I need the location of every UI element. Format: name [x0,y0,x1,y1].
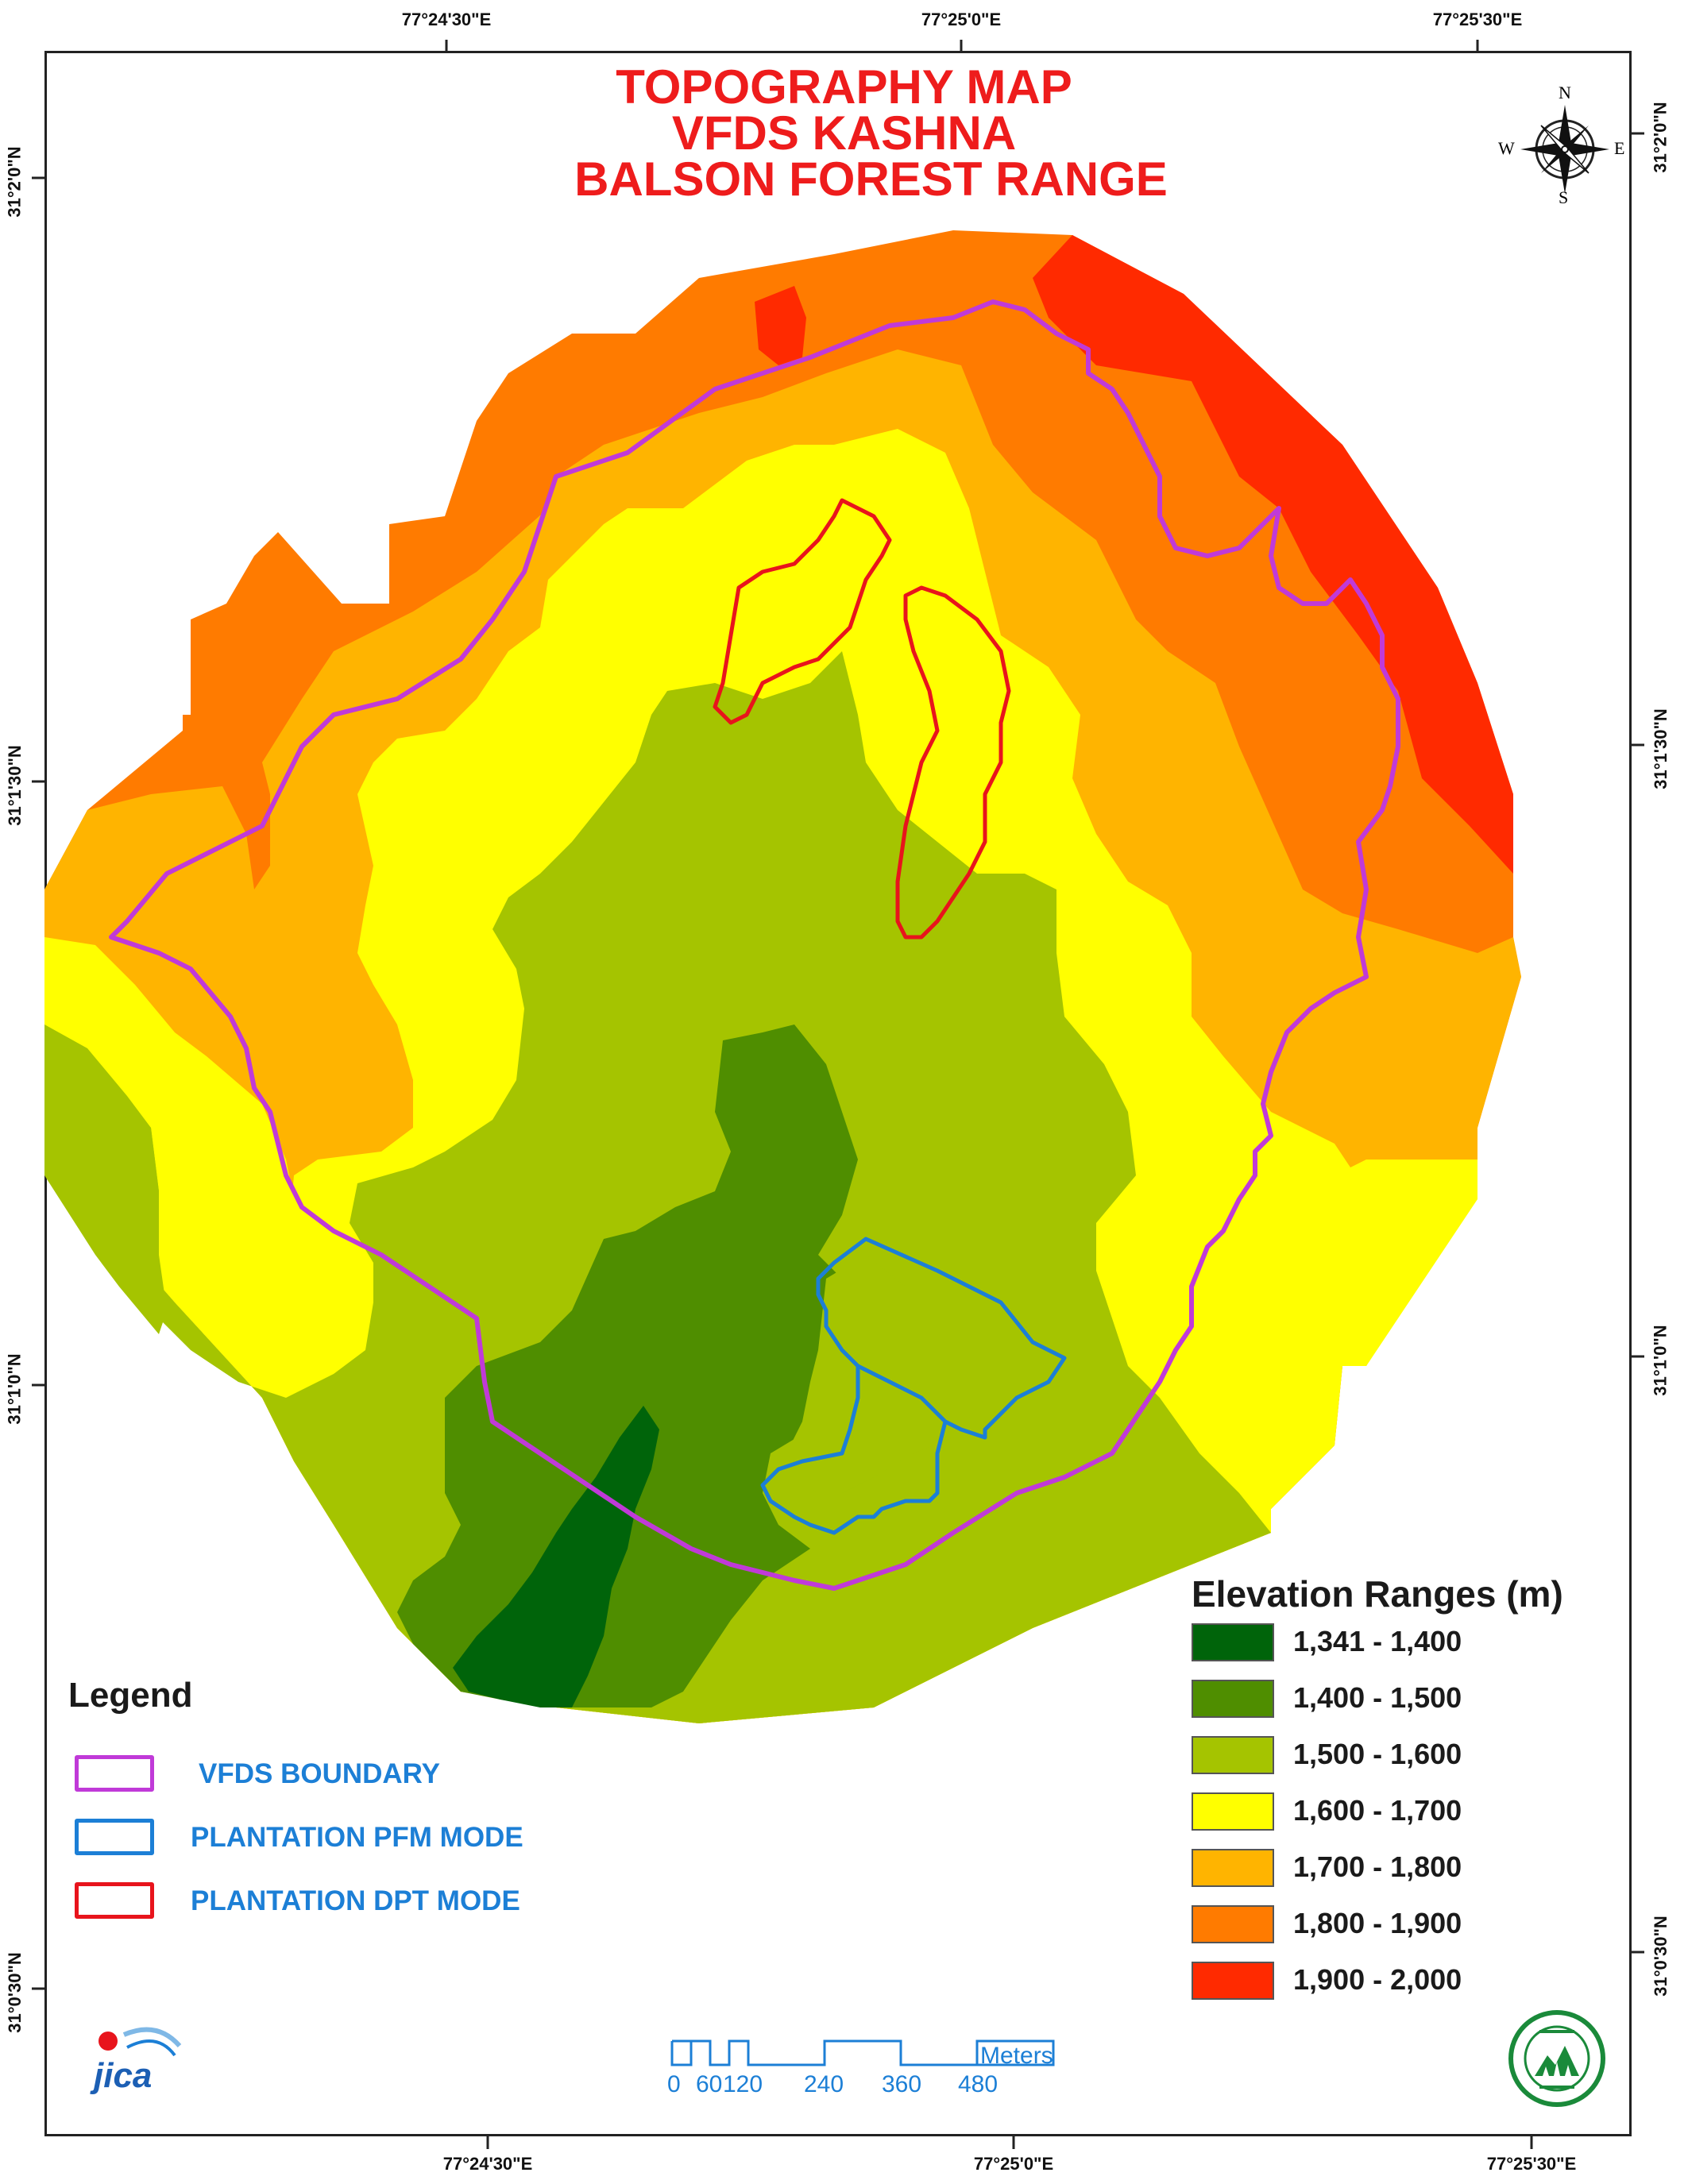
map-title-line-2: VFDS KASHNA [671,106,1017,160]
scale-tick-60: 60 [696,2071,723,2097]
elevation-label-5: 1,800 - 1,900 [1293,1907,1462,1939]
pfm-plantation-line [760,1237,1067,1535]
zone-1341-1400 [453,1406,659,1707]
elevation-swatch-4 [1192,1849,1274,1887]
graticule-bottom-1: 77°24'30"E [442,2154,533,2174]
map-title-line-1: TOPOGRAPHY MAP [616,60,1072,114]
zone-1500-1600 [44,651,1271,1723]
forest-department-logo [1508,2009,1606,2108]
dpt-plantation-north-line [713,498,892,725]
graticule-top-1: 77°24'30"E [401,10,492,29]
elevation-label-3: 1,600 - 1,700 [1293,1794,1462,1827]
compass-east-label: E [1614,138,1625,158]
elevation-swatch-5 [1192,1905,1274,1943]
vfds-boundary-line [109,299,1400,1591]
elevation-swatch-6 [1192,1962,1274,2000]
legend-label-vfds-boundary: VFDS BOUNDARY [199,1758,440,1789]
elevation-label-2: 1,500 - 1,600 [1293,1738,1462,1770]
legend-swatch-pfm-plantation [75,1819,154,1855]
elevation-label-4: 1,700 - 1,800 [1293,1850,1462,1883]
scale-unit-label: Meters [980,2043,1053,2069]
compass-west-label: W [1498,138,1515,158]
pfm-plantation-inner-line [856,1364,947,1423]
legend-label-pfm-plantation: PLANTATION PFM MODE [191,1822,523,1853]
zone-1400-1500 [397,1024,866,1707]
legend-title: Legend [68,1676,193,1715]
compass-south-label: S [1559,187,1569,207]
scale-tick-360: 360 [882,2071,922,2097]
elevation-swatch-1 [1192,1680,1274,1718]
jica-logo: jica [86,2024,189,2095]
zone-1500-1600-west [44,1024,167,1334]
compass-rose-icon [1520,105,1609,194]
legend-label-dpt-plantation: PLANTATION DPT MODE [191,1885,520,1916]
elevation-swatch-2 [1192,1736,1274,1774]
elevation-label-0: 1,341 - 1,400 [1293,1625,1462,1657]
elevation-swatch-0 [1192,1623,1274,1661]
graticule-bottom-2: 77°25'0"E [973,2154,1054,2174]
compass-north-label: N [1559,83,1571,102]
dpt-plantation-south-line [895,585,1011,940]
scale-tick-120: 120 [723,2071,763,2097]
elevation-swatch-3 [1192,1792,1274,1831]
graticule-bottom-3: 77°25'30"E [1486,2154,1577,2174]
scale-tick-480: 480 [958,2071,999,2097]
zone-1500-1600-island [786,1255,985,1493]
scale-bar-graphic [670,2039,1055,2066]
legend-swatch-dpt-plantation [75,1882,154,1919]
zone-1900-2000-nw [755,286,806,365]
map-title-line-3: BALSON FOREST RANGE [574,152,1168,206]
scale-tick-240: 240 [804,2071,844,2097]
svg-text:jica: jica [90,2056,152,2095]
elevation-legend-title: Elevation Ranges (m) [1192,1573,1563,1615]
elevation-label-6: 1,900 - 2,000 [1293,1963,1462,1996]
jica-logo-icon: jica [90,2027,182,2095]
scale-bar: Meters 0 60 120 240 360 480 [667,2033,1080,2097]
scale-tick-0: 0 [667,2071,681,2097]
legend-swatch-vfds-boundary [75,1755,154,1792]
zone-1900-2000 [1033,235,1513,874]
graticule-top-2: 77°25'0"E [921,10,1002,29]
forest-department-emblem-icon [1508,2010,1605,2107]
elevation-label-1: 1,400 - 1,500 [1293,1681,1462,1714]
north-arrow-compass: N S E W [1493,83,1636,207]
graticule-top-3: 77°25'30"E [1432,10,1523,29]
